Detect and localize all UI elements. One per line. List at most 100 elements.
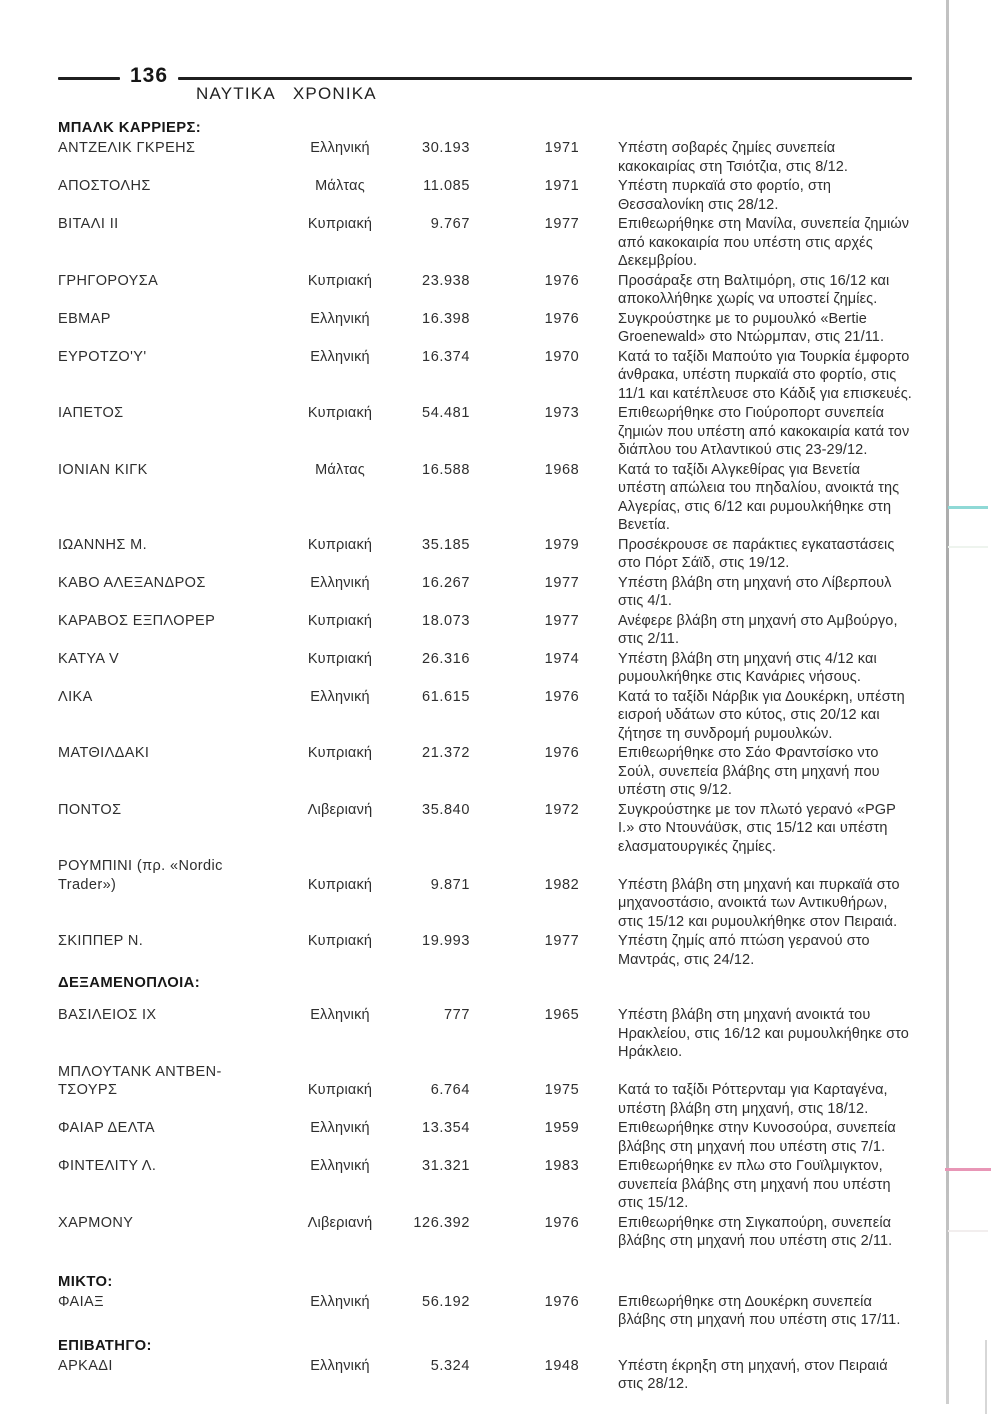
table-row: ΛΙΚΑ Ελληνική 61.615 1976 Κατά το ταξίδι…: [58, 688, 912, 744]
ship-name: ΚΑΒΟ ΑΛΕΞΑΝΔΡΟΣ: [58, 574, 206, 591]
ship-name: ΓΡΗΓΟΡΟΥΣΑ: [58, 272, 159, 289]
ship-flag: Ελληνική: [310, 310, 370, 327]
ship-name: ΡΟΥΜΠΙΝΙ (πρ. «Nordic Trader»): [58, 858, 223, 893]
ship-incident-description: Επιθεωρήθηκε στη Δουκέρκη συνεπεία βλάβη…: [618, 1293, 901, 1329]
table-row: ΚΑΡΑΒΟΣ ΕΞΠΛΟΡΕΡ Κυπριακή 18.073 1977 Αν…: [58, 612, 912, 649]
table-row: ΡΟΥΜΠΙΝΙ (πρ. «Nordic Trader») Κυπριακή …: [58, 857, 912, 931]
ship-tonnage: 35.840: [422, 801, 470, 818]
table-row: ΚΑΤΥΑ V Κυπριακή 26.316 1974 Υπέστη βλάβ…: [58, 650, 912, 687]
ship-incident-description: Προσέκρουσε σε παράκτιες εγκαταστάσεις σ…: [618, 536, 895, 572]
ship-build-year: 1972: [544, 801, 580, 818]
ship-flag: Κυπριακή: [307, 536, 373, 553]
ship-build-year: 1979: [544, 536, 580, 553]
ship-flag: Κυπριακή: [307, 745, 373, 761]
ship-name: ΙΟΝΙΑΝ ΚΙΓΚ: [58, 461, 148, 478]
faint-scan-mark: [948, 1230, 988, 1232]
header-rule: 136: [58, 64, 912, 90]
casualty-table: ΜΠΑΛΚ ΚΑΡΡΙΕΡΣ: ΑΝΤΖΕΛΙΚ ΓΚΡΕΗΣ Ελληνική…: [58, 117, 912, 1395]
ship-build-year: 1983: [544, 1158, 580, 1174]
ship-incident-description: Επιθεωρήθηκε εν πλω στο Γουϊλμιγκτον, συ…: [618, 1158, 891, 1211]
table-row: ΦΙΝΤΕΛΙΤΥ Λ. Ελληνική 31.321 1983 Επιθεω…: [58, 1157, 912, 1213]
ship-incident-description: Υπέστη βλάβη στη μηχανή και πυρκαϊά στο …: [618, 876, 900, 930]
ship-incident-description: Υπέστη βλάβη στη μηχανή στο Λίβερπουλ στ…: [618, 574, 892, 610]
section-heading: ΜΠΑΛΚ ΚΑΡΡΙΕΡΣ:: [58, 120, 202, 136]
ship-build-year: 1976: [544, 272, 580, 289]
table-row: ΙΟΝΙΑΝ ΚΙΓΚ Μάλτας 16.588 1968 Κατά το τ…: [58, 461, 912, 535]
magenta-registration-mark: [945, 1168, 991, 1171]
ship-tonnage: 19.993: [422, 933, 470, 949]
ship-incident-description: Προσάραξε στη Βαλτιμόρη, στις 16/12 και …: [618, 272, 890, 308]
ship-name: ΦΑΙΑΡ ΔΕΛΤΑ: [58, 1120, 155, 1136]
ship-name: ΛΙΚΑ: [58, 688, 93, 705]
ship-incident-description: Επιθεωρήθηκε στο Γιούροπορτ συνεπεία ζημ…: [618, 405, 910, 458]
ship-flag: Κυπριακή: [307, 612, 373, 629]
ship-name: ΦΑΙΑΞ: [58, 1293, 104, 1310]
scan-edge-line-secondary: [985, 1340, 987, 1414]
ship-tonnage: 777: [444, 1007, 470, 1023]
ship-tonnage: 35.185: [422, 536, 470, 553]
ship-name: ΕΥΡΟΤΖΟ'Υ': [58, 348, 147, 365]
ship-build-year: 1970: [544, 348, 580, 365]
ship-build-year: 1977: [544, 933, 580, 949]
ship-flag: Ελληνική: [310, 1158, 370, 1174]
ship-incident-description: Επιθεωρήθηκε στην Κυνοσούρα, συνεπεία βλ…: [618, 1120, 896, 1155]
ship-name: ΒΑΣΙΛΕΙΟΣ ΙΧ: [58, 1007, 157, 1023]
ship-name: ΜΑΤΘΙΛΔΑΚΙ: [58, 745, 150, 761]
ship-flag: Ελληνική: [310, 348, 370, 365]
table-row: ΑΝΤΖΕΛΙΚ ΓΚΡΕΗΣ Ελληνική 30.193 1971 Υπέ…: [58, 139, 912, 176]
table-row: ΒΑΣΙΛΕΙΟΣ ΙΧ Ελληνική 777 1965 Υπέστη βλ…: [58, 1006, 912, 1062]
ship-incident-description: Κατά το ταξίδι Μαπούτο για Τουρκία έμφορ…: [618, 348, 912, 402]
cyan-registration-mark: [948, 506, 988, 509]
ship-incident-description: Κατά το ταξίδι Νάρβικ για Δουκέρκη, υπέσ…: [618, 688, 905, 742]
ship-flag: Ελληνική: [310, 1120, 370, 1136]
ship-name: ΙΩΑΝΝΗΣ Μ.: [58, 536, 148, 553]
table-row: ΕΒΜΑΡ Ελληνική 16.398 1976 Συγκρούστηκε …: [58, 310, 912, 347]
ship-build-year: 1977: [544, 574, 580, 591]
ship-tonnage: 18.073: [422, 612, 470, 629]
ship-flag: Κυπριακή: [307, 876, 373, 893]
table-row: ΒΙΤΑΛΙ II Κυπριακή 9.767 1977 Επιθεωρήθη…: [58, 215, 912, 271]
ship-flag: Ελληνική: [310, 1007, 370, 1023]
ship-tonnage: 16.588: [422, 461, 470, 478]
ship-flag: Κυπριακή: [307, 272, 373, 289]
ship-name: ΣΚΙΠΠΕΡ Ν.: [58, 933, 144, 949]
ship-name: ΚΑΤΥΑ V: [58, 650, 120, 667]
ship-flag: Μάλτας: [315, 461, 365, 478]
ship-tonnage: 5.324: [430, 1357, 470, 1374]
table-row: ΙΑΠΕΤΟΣ Κυπριακή 54.481 1973 Επιθεωρήθηκ…: [58, 404, 912, 460]
ship-tonnage: 9.871: [430, 876, 470, 893]
ship-flag: Κυπριακή: [307, 933, 373, 949]
ship-tonnage: 54.481: [422, 405, 470, 421]
table-row: ΑΠΟΣΤΟΛΗΣ Μάλτας 11.085 1971 Υπέστη πυρκ…: [58, 177, 912, 214]
ship-build-year: 1971: [544, 178, 580, 194]
ship-build-year: 1976: [544, 1293, 580, 1310]
ship-incident-description: Υπέστη βλάβη στη μηχανή ανοικτά του Ηρακ…: [618, 1007, 909, 1060]
page-number: 136: [130, 64, 169, 87]
ship-incident-description: Κατά το ταξίδι Ρόττερνταμ για Καρταγένα,…: [618, 1082, 888, 1117]
ship-incident-description: Επιθεωρήθηκε στη Μανίλα, συνεπεία ζημιών…: [618, 216, 910, 269]
section-heading: ΔΕΞΑΜΕΝΟΠΛΟΙΑ:: [58, 975, 201, 991]
ship-name: ΠΟΝΤΟΣ: [58, 801, 122, 818]
ship-incident-description: Υπέστη έκρηξη στη μηχανή, στον Πειραιά σ…: [618, 1357, 888, 1393]
table-row: ΧΑΡΜΟΝΥ Λιβεριανή 126.392 1976 Επιθεωρήθ…: [58, 1214, 912, 1251]
ship-build-year: 1976: [544, 1214, 580, 1231]
ship-tonnage: 26.316: [422, 650, 470, 667]
ship-name: ΑΝΤΖΕΛΙΚ ΓΚΡΕΗΣ: [58, 140, 196, 156]
ship-incident-description: Επιθεωρήθηκε στη Σιγκαπούρη, συνεπεία βλ…: [618, 1214, 893, 1250]
ship-tonnage: 126.392: [413, 1214, 470, 1231]
table-row: ΑΡΚΑΔΙ Ελληνική 5.324 1948 Υπέστη έκρηξη…: [58, 1357, 912, 1394]
ship-tonnage: 11.085: [423, 178, 470, 194]
ship-incident-description: Ανέφερε βλάβη στη μηχανή στο Αμβούργο, σ…: [618, 612, 898, 648]
ship-name: ΑΠΟΣΤΟΛΗΣ: [58, 178, 151, 194]
ship-incident-description: Συγκρούστηκε με τον πλωτό γερανό «PGP I.…: [618, 801, 896, 855]
ship-flag: Κυπριακή: [307, 1082, 373, 1098]
ship-name: ΜΠΛΟΥΤΑΝΚ ΑΝΤΒΕΝ- ΤΣΟΥΡΣ: [58, 1063, 222, 1099]
ship-build-year: 1976: [544, 688, 580, 705]
section-heading: ΜΙΚΤΟ:: [58, 1273, 113, 1290]
ship-name: ΑΡΚΑΔΙ: [58, 1357, 113, 1374]
ship-build-year: 1973: [544, 405, 580, 421]
faint-scan-mark: [948, 546, 988, 548]
ship-name: ΒΙΤΑΛΙ II: [58, 216, 119, 232]
table-row: ΠΟΝΤΟΣ Λιβεριανή 35.840 1972 Συγκρούστηκ…: [58, 801, 912, 857]
